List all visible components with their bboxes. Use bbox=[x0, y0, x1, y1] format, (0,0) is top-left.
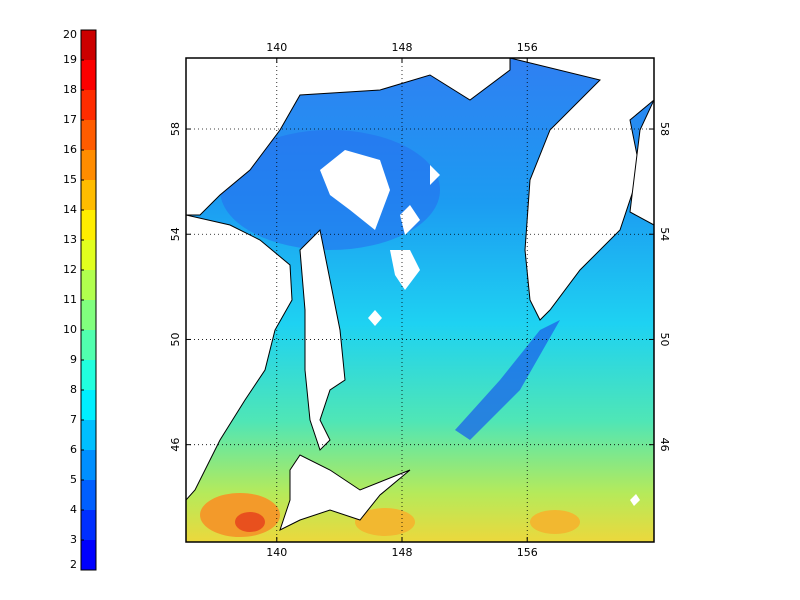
map-frame bbox=[185, 57, 655, 543]
colorbar-tick-label: 14 bbox=[63, 203, 77, 216]
land bbox=[629, 99, 654, 226]
colorbar-band bbox=[81, 90, 96, 120]
lon-tick-label: 156 bbox=[517, 546, 538, 559]
field-blob bbox=[455, 320, 560, 440]
colorbar-tick-label: 8 bbox=[70, 383, 77, 396]
lat-tick-label: 46 bbox=[169, 438, 182, 452]
colorbar-tick-label: 20 bbox=[63, 28, 77, 41]
land bbox=[186, 58, 511, 216]
colorbar-band bbox=[81, 420, 96, 450]
lat-tick-label: 54 bbox=[169, 227, 182, 241]
colorbar-band bbox=[81, 390, 96, 420]
colorbar-band bbox=[81, 330, 96, 360]
colorbar-tick-label: 15 bbox=[63, 173, 77, 186]
colorbar-tick-label: 19 bbox=[63, 53, 77, 66]
field-blob bbox=[355, 508, 415, 536]
lon-tick-label: 140 bbox=[266, 41, 287, 54]
colorbar-tick-label: 7 bbox=[70, 413, 77, 426]
colorbar-tick-label: 2 bbox=[70, 558, 77, 571]
colorbar-band bbox=[81, 120, 96, 150]
colorbar-band bbox=[81, 480, 96, 510]
lon-tick-label: 148 bbox=[392, 546, 413, 559]
colorbar-tick-label: 4 bbox=[70, 503, 77, 516]
colorbar-tick-label: 12 bbox=[63, 263, 77, 276]
missing-data bbox=[320, 150, 640, 506]
colorbar-tick-label: 6 bbox=[70, 443, 77, 456]
colorbar-tick-label: 13 bbox=[63, 233, 77, 246]
colorbar-tick-label: 9 bbox=[70, 353, 77, 366]
colorbar-tick-label: 10 bbox=[63, 323, 77, 336]
field-blob bbox=[235, 512, 265, 532]
land bbox=[509, 58, 654, 321]
lat-tick-label: 50 bbox=[658, 332, 671, 346]
colorbar-band bbox=[81, 450, 96, 480]
colorbar-band bbox=[81, 360, 96, 390]
land bbox=[186, 214, 293, 501]
colorbar-band bbox=[81, 510, 96, 540]
colorbar-band bbox=[81, 270, 96, 300]
lon-tick-label: 140 bbox=[266, 546, 287, 559]
colorbar-tick-label: 11 bbox=[63, 293, 77, 306]
colorbar-tick-label: 5 bbox=[70, 473, 77, 486]
field-blob bbox=[530, 510, 580, 534]
land bbox=[279, 454, 411, 531]
colorbar-band bbox=[81, 240, 96, 270]
colorbar-tick-label: 3 bbox=[70, 533, 77, 546]
colorbar-tick-label: 16 bbox=[63, 143, 77, 156]
lat-tick-label: 58 bbox=[169, 122, 182, 136]
colorbar-band bbox=[81, 300, 96, 330]
lon-tick-label: 156 bbox=[517, 41, 538, 54]
land bbox=[299, 228, 346, 451]
map-field bbox=[186, 58, 654, 542]
colorbar-band bbox=[81, 150, 96, 180]
colorbar-band bbox=[81, 210, 96, 240]
colorbar-band bbox=[81, 30, 96, 60]
lon-tick-label: 148 bbox=[392, 41, 413, 54]
colorbar-band bbox=[81, 540, 96, 570]
lat-tick-label: 46 bbox=[658, 438, 671, 452]
colorbar-tick-label: 17 bbox=[63, 113, 77, 126]
colorbar-frame bbox=[80, 29, 97, 571]
lat-tick-label: 58 bbox=[658, 122, 671, 136]
colorbar-band bbox=[81, 60, 96, 90]
colorbar-tick-label: 18 bbox=[63, 83, 77, 96]
lat-tick-label: 50 bbox=[169, 332, 182, 346]
colorbar-band bbox=[81, 180, 96, 210]
lat-tick-label: 54 bbox=[658, 227, 671, 241]
